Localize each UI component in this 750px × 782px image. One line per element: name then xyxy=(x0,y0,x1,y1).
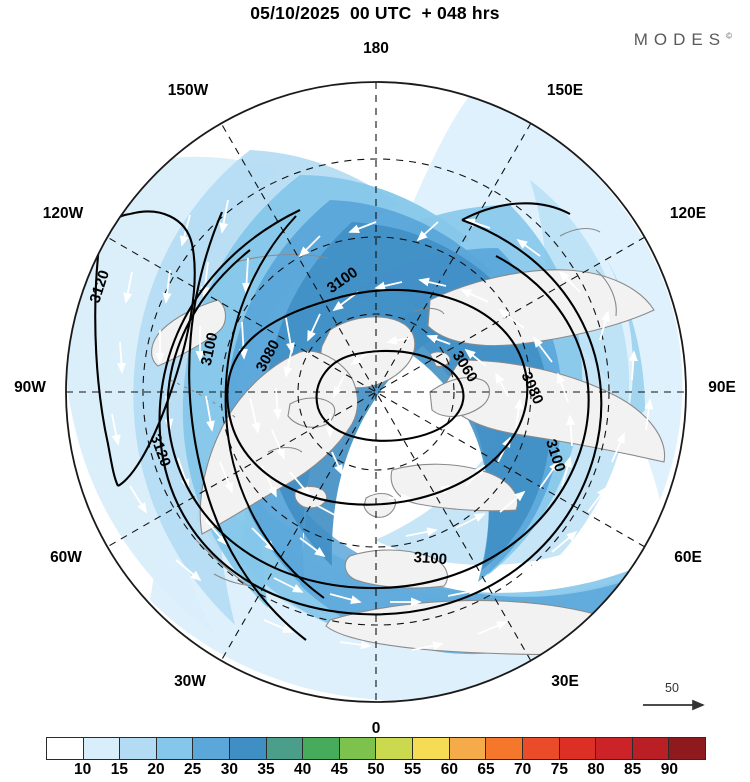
colorbar-tick-label: 45 xyxy=(330,761,348,778)
lon-label-150e: 150E xyxy=(547,82,583,99)
colorbar-tick-label: 55 xyxy=(404,761,422,778)
colorbar-cell xyxy=(47,738,84,759)
colorbar-cell xyxy=(376,738,414,759)
colorbar-tick-label: 60 xyxy=(440,761,458,778)
colorbar-tick-label: 80 xyxy=(587,761,605,778)
lon-label-90e: 90E xyxy=(708,379,736,396)
colorbar-tick-label: 40 xyxy=(294,761,312,778)
lon-label-120w: 120W xyxy=(43,205,84,222)
colorbar-cell xyxy=(83,738,121,759)
lon-label-180: 180 xyxy=(363,40,389,57)
colorbar-cell xyxy=(303,738,340,759)
reference-vector-label: 50 xyxy=(665,681,679,695)
contour-label: 3100 xyxy=(198,331,222,367)
contour-3080-outer xyxy=(166,249,590,590)
contour-label: 3100 xyxy=(413,549,447,568)
lon-label-30w: 30W xyxy=(174,673,206,690)
colorbar-cell xyxy=(266,738,304,759)
colorbar-cell xyxy=(596,738,633,759)
colorbar-cell xyxy=(559,738,597,759)
lon-label-90w: 90W xyxy=(14,379,46,396)
contour-3100-tail xyxy=(461,202,571,221)
lon-label-150w: 150W xyxy=(168,82,209,99)
contour-3120-a xyxy=(117,210,196,487)
polar-map: 3120 3120 3100 3100 3080 3060 3080 3100 … xyxy=(14,40,736,737)
colorbar-cell xyxy=(193,738,231,759)
colorbar-cell xyxy=(230,738,267,759)
colorbar-cell xyxy=(120,738,157,759)
contour-3100-inner-west xyxy=(224,215,325,599)
colorbar-tick-label: 35 xyxy=(257,761,275,778)
colorbar-cell xyxy=(339,738,377,759)
colorbar-tick-label: 50 xyxy=(367,761,385,778)
graticule xyxy=(66,82,686,702)
page-title: 05/10/2025 00 UTC + 048 hrs xyxy=(250,3,500,23)
colorbar-cell xyxy=(632,738,670,759)
lon-label-120e: 120E xyxy=(670,205,706,222)
colorbar-cell xyxy=(413,738,450,759)
modes-logo: MODES© xyxy=(634,30,732,50)
lon-label-0: 0 xyxy=(372,720,381,737)
colorbar-tick-label: 90 xyxy=(660,761,678,778)
colorbar-cell xyxy=(522,738,560,759)
longitude-label-group: 180 150W 120W 90W 60W 30W 0 30E 60E 90E … xyxy=(14,40,736,737)
colorbar-cell xyxy=(486,738,523,759)
colorbar-tick-label: 70 xyxy=(514,761,532,778)
contour-3060 xyxy=(315,349,465,442)
colorbar-tick-label: 75 xyxy=(550,761,568,778)
colorbar-tick-label: 85 xyxy=(624,761,642,778)
lon-label-30e: 30E xyxy=(551,673,579,690)
colorbar-cell xyxy=(156,738,194,759)
colorbar-tick-label: 25 xyxy=(184,761,202,778)
colorbar[interactable] xyxy=(46,737,706,760)
height-contours xyxy=(94,202,603,641)
colorbar-tick-label: 65 xyxy=(477,761,495,778)
colorbar-tick-label: 20 xyxy=(147,761,165,778)
colorbar-tick-label: 15 xyxy=(110,761,128,778)
colorbar-cell xyxy=(449,738,487,759)
reference-vector: 50 xyxy=(643,681,705,711)
globe-outline xyxy=(65,81,687,703)
wind-vectors xyxy=(111,199,654,651)
contour-3100-main xyxy=(158,209,603,616)
modes-logo-text: MODES xyxy=(633,30,727,49)
contour-3100-west xyxy=(188,211,307,641)
colorbar-cell xyxy=(669,738,705,759)
lon-label-60e: 60E xyxy=(674,549,702,566)
colorbar-tick-labels: 10 15 20 25 30 35 40 45 50 55 60 65 70 75 80 85 90 xyxy=(46,761,706,781)
contour-3120-c xyxy=(94,255,119,487)
colorbar-tick-label: 30 xyxy=(220,761,238,778)
contour-3080-inner xyxy=(226,288,529,506)
copyright-icon: © xyxy=(726,31,732,41)
colorbar-tick-label: 10 xyxy=(74,761,92,778)
lon-label-60w: 60W xyxy=(50,549,82,566)
